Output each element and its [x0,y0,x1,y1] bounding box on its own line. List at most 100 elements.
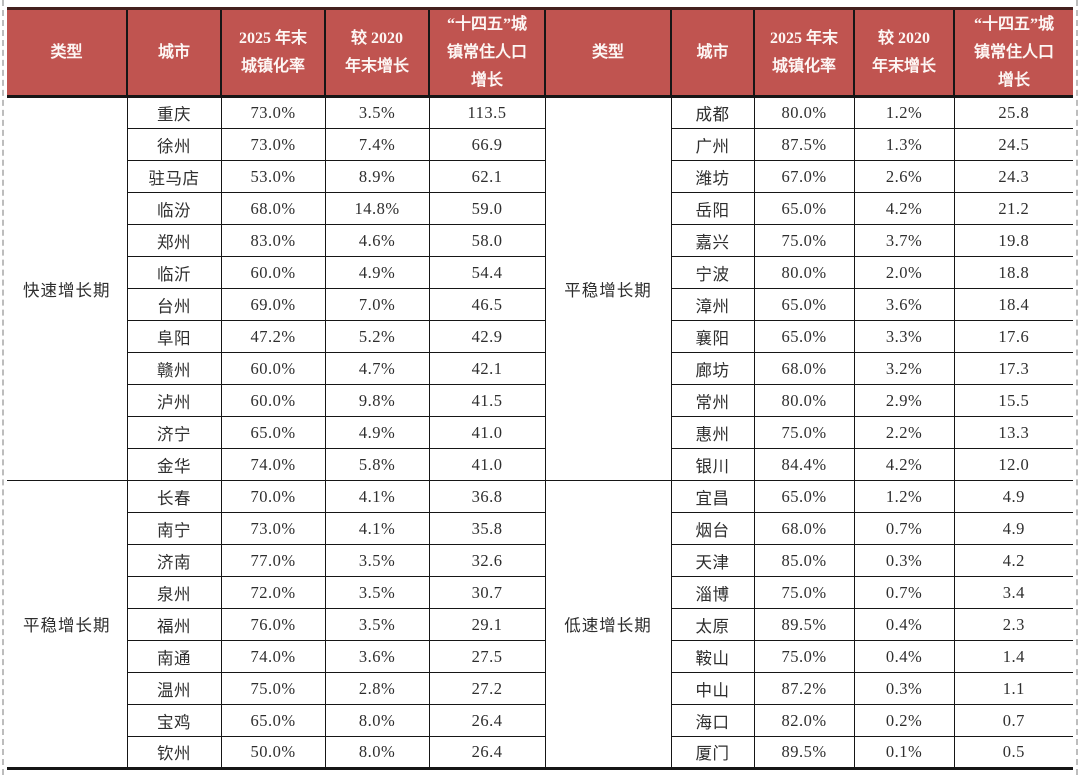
city-cell-right: 淄博 [670,576,755,609]
table-row: 温州 75.0% 2.8% 27.2 中山 87.2% 0.3% 1.1 [7,672,1073,705]
growth-vs-2020-cell-left: 4.1% [324,480,430,513]
rate-2025-cell-left: 73.0% [220,512,326,545]
growth-vs-2020-cell-left: 4.6% [324,224,430,257]
city-cell-left: 临汾 [126,192,222,225]
growth-vs-2020-cell-right: 4.2% [853,448,955,481]
pop-growth-cell-right: 1.1 [953,672,1073,705]
rate-2025-cell-left: 72.0% [220,576,326,609]
rate-2025-cell-left: 73.0% [220,128,326,161]
pop-growth-cell-right: 0.5 [953,736,1073,769]
city-cell-left: 温州 [126,672,222,705]
rate-2025-cell-right: 67.0% [753,160,855,193]
growth-vs-2020-cell-right: 0.1% [853,736,955,769]
pop-growth-cell-left: 32.6 [428,544,546,577]
pop-growth-cell-right: 4.9 [953,512,1073,545]
col-header-type-left: 类型 [7,7,128,98]
city-cell-right: 廊坊 [670,352,755,385]
rate-2025-cell-right: 80.0% [753,384,855,417]
growth-vs-2020-cell-left: 4.9% [324,416,430,449]
rate-2025-cell-left: 74.0% [220,640,326,673]
rate-2025-cell-right: 89.5% [753,736,855,769]
rate-2025-cell-right: 75.0% [753,640,855,673]
pop-growth-cell-right: 2.3 [953,608,1073,641]
growth-vs-2020-cell-right: 0.2% [853,704,955,737]
table-row: 赣州 60.0% 4.7% 42.1 廊坊 68.0% 3.2% 17.3 [7,352,1073,385]
growth-vs-2020-cell-left: 9.8% [324,384,430,417]
rate-2025-cell-left: 74.0% [220,448,326,481]
growth-vs-2020-cell-left: 3.5% [324,96,430,129]
table-row: 金华 74.0% 5.8% 41.0 银川 84.4% 4.2% 12.0 [7,448,1073,481]
growth-vs-2020-cell-right: 2.6% [853,160,955,193]
pop-growth-cell-right: 12.0 [953,448,1073,481]
city-cell-right: 海口 [670,704,755,737]
city-cell-left: 金华 [126,448,222,481]
rate-2025-cell-left: 83.0% [220,224,326,257]
rate-2025-cell-right: 87.5% [753,128,855,161]
pop-growth-cell-left: 54.4 [428,256,546,289]
table-row: 福州 76.0% 3.5% 29.1 太原 89.5% 0.4% 2.3 [7,608,1073,641]
rate-2025-cell-left: 47.2% [220,320,326,353]
table-row: 徐州 73.0% 7.4% 66.9 广州 87.5% 1.3% 24.5 [7,128,1073,161]
rate-2025-cell-left: 60.0% [220,384,326,417]
growth-vs-2020-cell-right: 0.4% [853,640,955,673]
pop-growth-cell-left: 27.5 [428,640,546,673]
city-cell-right: 宜昌 [670,480,755,513]
growth-vs-2020-cell-right: 3.7% [853,224,955,257]
growth-vs-2020-cell-right: 2.2% [853,416,955,449]
table-row: 泸州 60.0% 9.8% 41.5 常州 80.0% 2.9% 15.5 [7,384,1073,417]
growth-vs-2020-cell-left: 3.6% [324,640,430,673]
col-header-pop-growth-left: “十四五”城 镇常住人口 增长 [428,7,546,98]
rate-2025-cell-left: 65.0% [220,704,326,737]
city-cell-right: 潍坊 [670,160,755,193]
city-cell-left: 南通 [126,640,222,673]
pop-growth-cell-left: 30.7 [428,576,546,609]
city-cell-left: 赣州 [126,352,222,385]
growth-vs-2020-cell-right: 0.4% [853,608,955,641]
rate-2025-cell-left: 76.0% [220,608,326,641]
growth-vs-2020-cell-left: 5.2% [324,320,430,353]
col-header-rate-2025-right: 2025 年末 城镇化率 [753,7,855,98]
pop-growth-cell-right: 4.2 [953,544,1073,577]
pop-growth-cell-right: 17.3 [953,352,1073,385]
pop-growth-cell-left: 27.2 [428,672,546,705]
rate-2025-cell-right: 75.0% [753,576,855,609]
city-cell-right: 常州 [670,384,755,417]
col-header-pop-growth-right: “十四五”城 镇常住人口 增长 [953,7,1073,98]
table-row: 宝鸡 65.0% 8.0% 26.4 海口 82.0% 0.2% 0.7 [7,704,1073,737]
pop-growth-cell-right: 0.7 [953,704,1073,737]
rate-2025-cell-right: 80.0% [753,256,855,289]
city-cell-left: 福州 [126,608,222,641]
table-row: 南通 74.0% 3.6% 27.5 鞍山 75.0% 0.4% 1.4 [7,640,1073,673]
table-row: 钦州 50.0% 8.0% 26.4 厦门 89.5% 0.1% 0.5 [7,736,1073,769]
type-cell-left: 快速增长期 [7,96,128,481]
growth-vs-2020-cell-right: 1.3% [853,128,955,161]
pop-growth-cell-right: 24.5 [953,128,1073,161]
growth-vs-2020-cell-right: 0.3% [853,544,955,577]
type-cell-right: 低速增长期 [545,480,672,769]
rate-2025-cell-left: 69.0% [220,288,326,321]
city-cell-right: 厦门 [670,736,755,769]
city-cell-left: 徐州 [126,128,222,161]
growth-vs-2020-cell-left: 8.9% [324,160,430,193]
pop-growth-cell-left: 46.5 [428,288,546,321]
rate-2025-cell-left: 53.0% [220,160,326,193]
col-header-city-right: 城市 [670,7,755,98]
table-row: 台州 69.0% 7.0% 46.5 漳州 65.0% 3.6% 18.4 [7,288,1073,321]
growth-vs-2020-cell-left: 14.8% [324,192,430,225]
pop-growth-cell-left: 42.9 [428,320,546,353]
city-cell-right: 中山 [670,672,755,705]
growth-vs-2020-cell-right: 2.9% [853,384,955,417]
table-row: 临汾 68.0% 14.8% 59.0 岳阳 65.0% 4.2% 21.2 [7,192,1073,225]
growth-vs-2020-cell-left: 2.8% [324,672,430,705]
pop-growth-cell-left: 36.8 [428,480,546,513]
rate-2025-cell-left: 70.0% [220,480,326,513]
city-cell-right: 广州 [670,128,755,161]
growth-vs-2020-cell-right: 0.3% [853,672,955,705]
right-dashed-border [1076,0,1078,775]
urbanization-table: 类型 城市 2025 年末 城镇化率 较 2020 年末增长 “十四五”城 镇常… [7,7,1073,770]
growth-vs-2020-cell-left: 7.0% [324,288,430,321]
city-cell-right: 烟台 [670,512,755,545]
pop-growth-cell-left: 41.5 [428,384,546,417]
pop-growth-cell-right: 25.8 [953,96,1073,129]
